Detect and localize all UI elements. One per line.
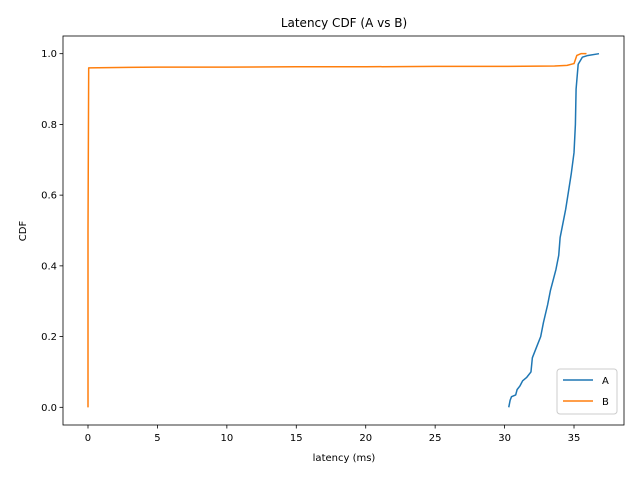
- x-tick-label: 15: [290, 433, 303, 444]
- y-axis-label: CDF: [18, 221, 29, 242]
- x-tick-label: 25: [429, 433, 442, 444]
- legend-label-b: B: [602, 397, 609, 408]
- x-tick-label: 0: [85, 433, 91, 444]
- series-layer: [87, 52, 600, 408]
- x-tick-label: 20: [359, 433, 372, 444]
- y-axis: 0.0 0.2 0.4 0.6 0.8 1.0: [41, 49, 63, 414]
- x-tick-label: 10: [220, 433, 233, 444]
- x-axis-label: latency (ms): [313, 453, 376, 464]
- y-tick-label: 0.0: [41, 403, 57, 414]
- y-tick-label: 1.0: [41, 49, 57, 60]
- series-line-a: [508, 52, 600, 408]
- x-tick-label: 35: [568, 433, 581, 444]
- y-tick-label: 0.6: [41, 191, 57, 202]
- plot-area: 0 5 10 15 20 25 30 35 0.0 0.2 0.4 0.6 0.8 1.0: [41, 35, 625, 444]
- legend: A B: [556, 368, 618, 415]
- chart-title: Latency CDF (A vs B): [281, 16, 407, 30]
- axes-frame: [62, 35, 625, 426]
- x-tick-label: 30: [498, 433, 511, 444]
- series-line-b: [87, 52, 587, 408]
- legend-label-a: A: [602, 376, 609, 387]
- x-axis: 0 5 10 15 20 25 30 35: [85, 425, 581, 444]
- y-tick-label: 0.4: [41, 261, 57, 272]
- y-tick-label: 0.8: [41, 120, 57, 131]
- y-tick-label: 0.2: [41, 332, 57, 343]
- x-tick-label: 5: [154, 433, 160, 444]
